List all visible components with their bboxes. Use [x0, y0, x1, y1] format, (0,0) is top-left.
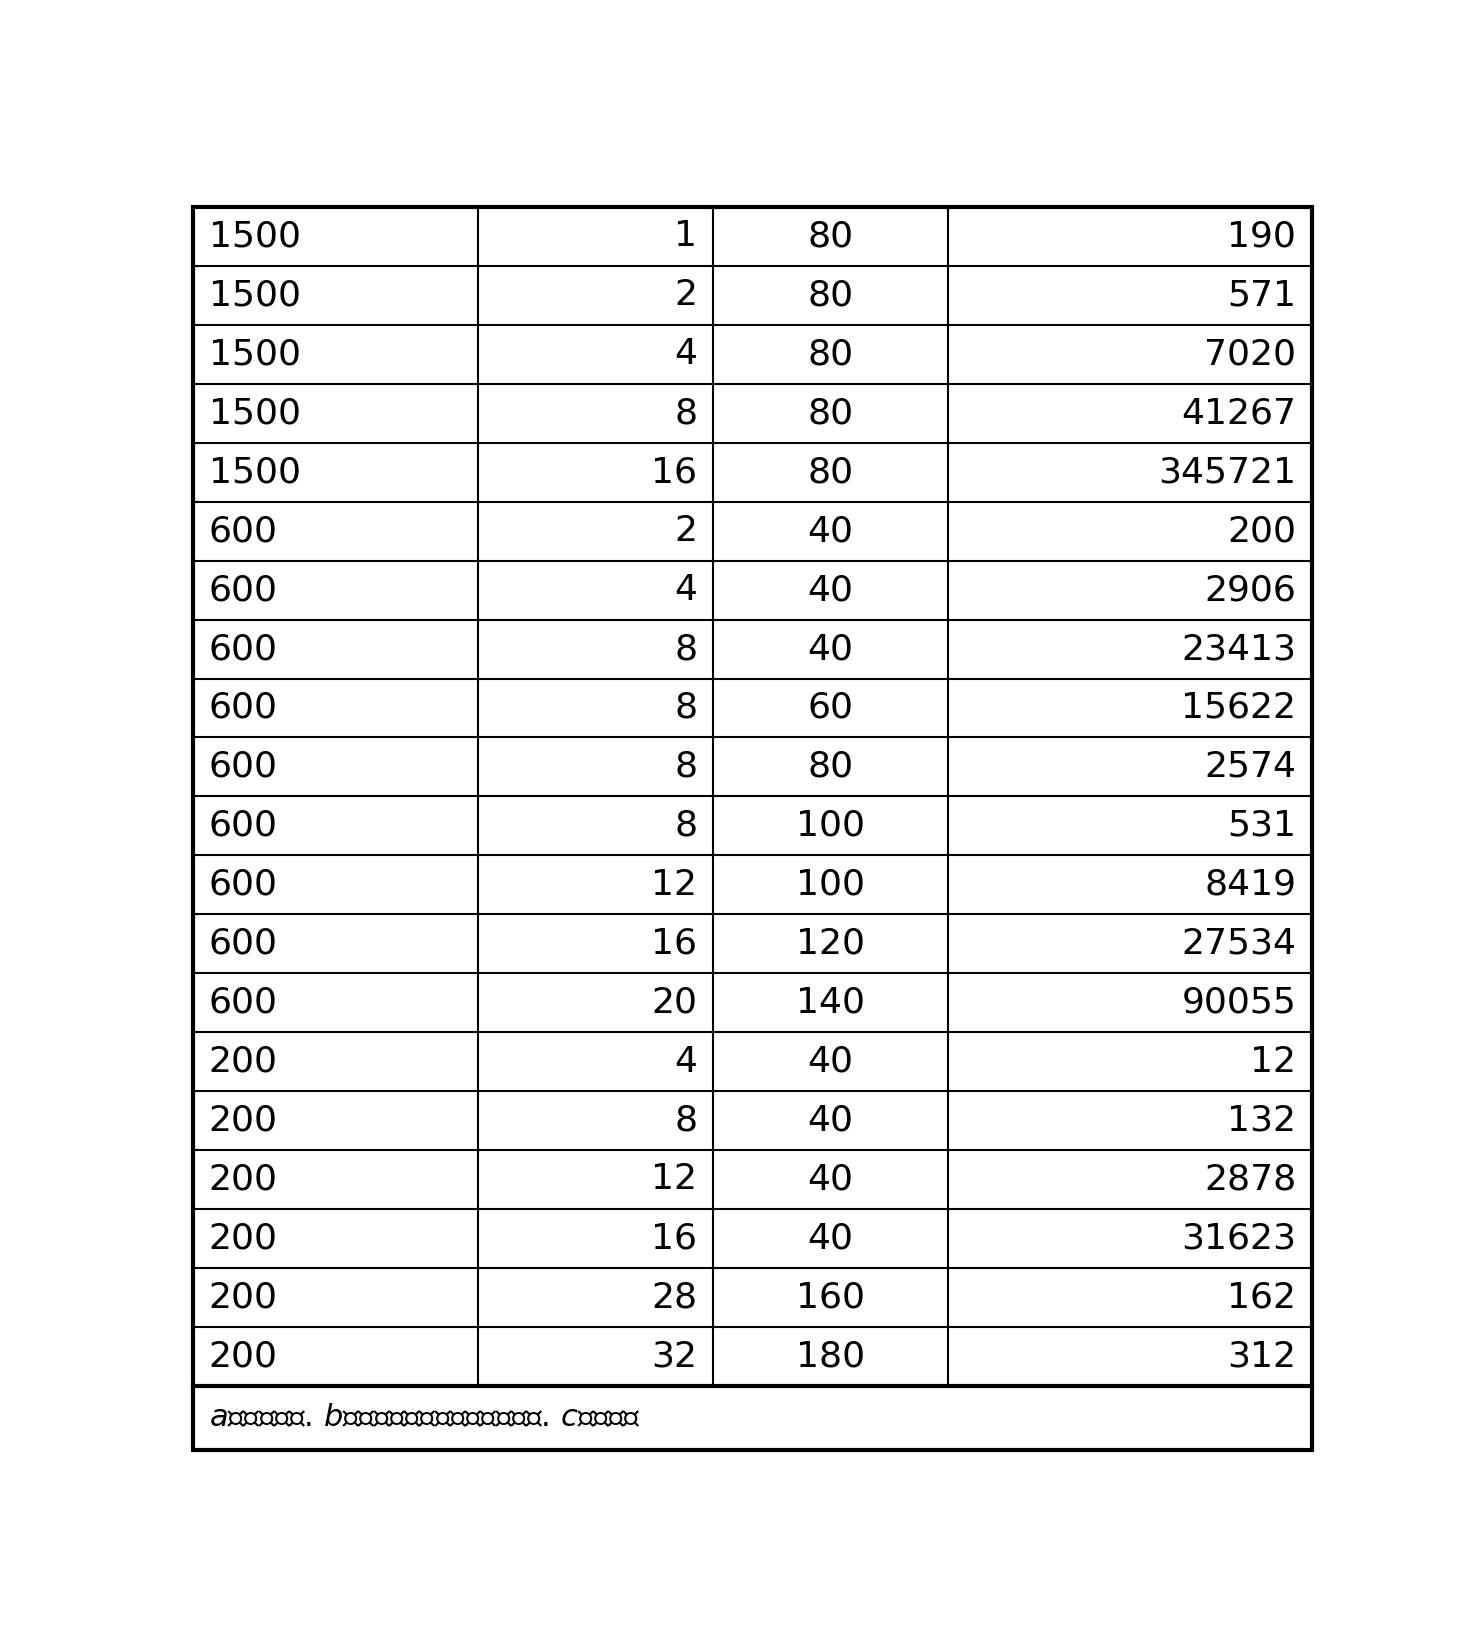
- Text: 7020: 7020: [1204, 338, 1296, 371]
- Text: 1500: 1500: [208, 279, 301, 312]
- Text: 1500: 1500: [208, 455, 301, 489]
- Text: 345721: 345721: [1158, 455, 1296, 489]
- Text: 1500: 1500: [208, 338, 301, 371]
- Text: 160: 160: [796, 1280, 865, 1314]
- Text: 100: 100: [796, 868, 865, 903]
- Text: 600: 600: [208, 632, 277, 666]
- Text: 80: 80: [807, 220, 854, 253]
- Text: 2: 2: [674, 514, 697, 548]
- Text: 200: 200: [208, 1103, 277, 1137]
- Text: 1: 1: [674, 220, 697, 253]
- Text: 80: 80: [807, 338, 854, 371]
- Text: 27534: 27534: [1182, 927, 1296, 960]
- Text: 23413: 23413: [1182, 632, 1296, 666]
- Text: 8: 8: [674, 632, 697, 666]
- Text: $\mathit{a}$粘均聚合度. $\mathit{b}$纤维素在纺丝溶液中的百分数. $\mathit{c}$零切黏度: $\mathit{a}$粘均聚合度. $\mathit{b}$纤维素在纺丝溶液中…: [208, 1403, 640, 1433]
- Text: 32: 32: [652, 1339, 697, 1374]
- Text: 80: 80: [807, 750, 854, 784]
- Text: 31623: 31623: [1182, 1221, 1296, 1255]
- Text: 40: 40: [807, 632, 854, 666]
- Text: 40: 40: [807, 1045, 854, 1078]
- Text: 600: 600: [208, 927, 277, 960]
- Text: 2: 2: [674, 279, 697, 312]
- Text: 132: 132: [1227, 1103, 1296, 1137]
- Text: 162: 162: [1227, 1280, 1296, 1314]
- Text: 200: 200: [208, 1280, 277, 1314]
- Text: 8: 8: [674, 395, 697, 430]
- Text: 600: 600: [208, 868, 277, 903]
- Text: 16: 16: [652, 1221, 697, 1255]
- Text: 1500: 1500: [208, 395, 301, 430]
- Text: 200: 200: [208, 1045, 277, 1078]
- Text: 40: 40: [807, 1221, 854, 1255]
- Text: 28: 28: [652, 1280, 697, 1314]
- Text: 1500: 1500: [208, 220, 301, 253]
- Text: 16: 16: [652, 455, 697, 489]
- Text: 200: 200: [208, 1221, 277, 1255]
- Text: 60: 60: [807, 691, 854, 725]
- Text: 600: 600: [208, 986, 277, 1019]
- Text: 41267: 41267: [1182, 395, 1296, 430]
- Text: 600: 600: [208, 809, 277, 843]
- Text: 100: 100: [796, 809, 865, 843]
- Text: 200: 200: [208, 1162, 277, 1196]
- Text: 600: 600: [208, 514, 277, 548]
- Text: 200: 200: [208, 1339, 277, 1374]
- Text: 12: 12: [1251, 1045, 1296, 1078]
- Text: 200: 200: [1227, 514, 1296, 548]
- Text: 80: 80: [807, 455, 854, 489]
- Text: 312: 312: [1227, 1339, 1296, 1374]
- Text: 20: 20: [652, 986, 697, 1019]
- Text: 40: 40: [807, 1103, 854, 1137]
- Text: 2574: 2574: [1204, 750, 1296, 784]
- Text: 2878: 2878: [1204, 1162, 1296, 1196]
- Text: 600: 600: [208, 750, 277, 784]
- Text: 531: 531: [1227, 809, 1296, 843]
- Text: 8: 8: [674, 809, 697, 843]
- Text: 600: 600: [208, 691, 277, 725]
- Text: 190: 190: [1227, 220, 1296, 253]
- Text: 8: 8: [674, 1103, 697, 1137]
- Text: 80: 80: [807, 279, 854, 312]
- Text: 600: 600: [208, 573, 277, 607]
- Text: 12: 12: [652, 868, 697, 903]
- Text: 4: 4: [674, 573, 697, 607]
- Text: 15622: 15622: [1182, 691, 1296, 725]
- Text: 8419: 8419: [1204, 868, 1296, 903]
- Text: 2906: 2906: [1204, 573, 1296, 607]
- Text: 12: 12: [652, 1162, 697, 1196]
- Text: 80: 80: [807, 395, 854, 430]
- Text: 16: 16: [652, 927, 697, 960]
- Text: 40: 40: [807, 573, 854, 607]
- Text: 120: 120: [796, 927, 865, 960]
- Text: 90055: 90055: [1182, 986, 1296, 1019]
- Text: 571: 571: [1227, 279, 1296, 312]
- Text: 140: 140: [796, 986, 865, 1019]
- Text: 8: 8: [674, 750, 697, 784]
- Text: 40: 40: [807, 514, 854, 548]
- Text: 180: 180: [796, 1339, 865, 1374]
- Text: 4: 4: [674, 338, 697, 371]
- Text: 4: 4: [674, 1045, 697, 1078]
- Text: 40: 40: [807, 1162, 854, 1196]
- Text: 8: 8: [674, 691, 697, 725]
